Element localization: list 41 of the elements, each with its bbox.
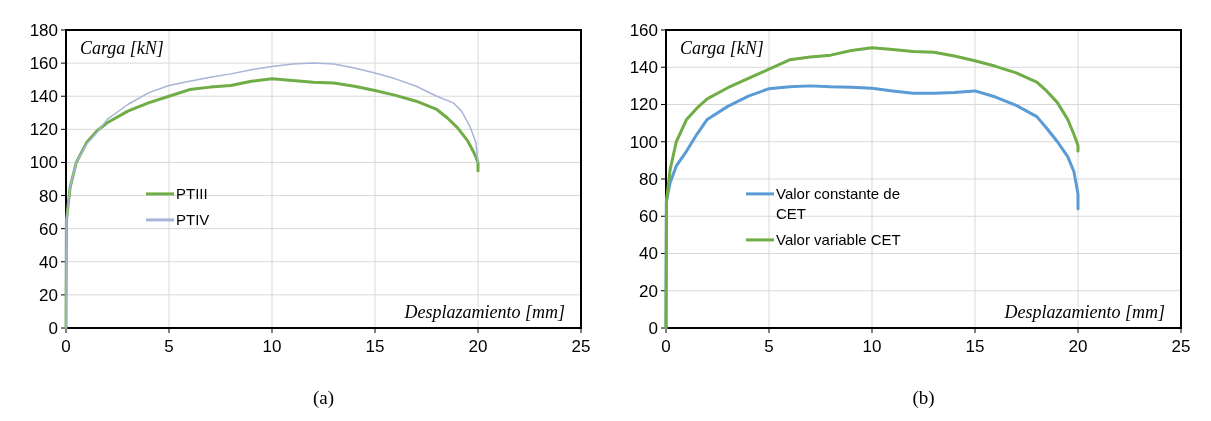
y-tick-label: 180 [29,20,58,40]
text: (a) [312,387,335,409]
x-axis-title: Desplazamiento [mm] [403,302,565,322]
y-tick-label: 60 [639,207,658,227]
text: (b) [912,387,935,409]
y-tick-label: 100 [29,153,58,173]
x-tick-label: 5 [164,337,174,356]
legend-label: Valor variable CET [776,231,901,249]
x-tick-label: 10 [862,337,882,356]
y-tick-label: 80 [39,186,58,206]
y-tick-label: 40 [39,252,58,272]
y-tick-label: 100 [629,132,658,152]
y-tick-label: 140 [29,87,58,107]
x-tick-label: 15 [965,337,985,356]
y-tick-label: 120 [29,120,58,140]
y-axis-title: Carga [kN] [80,38,164,58]
x-tick-label: 0 [61,337,71,356]
legend-label: PTIV [176,211,210,229]
x-tick-label: 25 [1171,337,1191,356]
y-tick-label: 60 [39,219,58,239]
y-tick-label: 0 [648,318,658,338]
y-tick-label: 0 [48,318,58,338]
x-tick-label: 5 [764,337,774,356]
x-tick-label: 0 [661,337,671,356]
y-axis-title: Carga [kN] [680,38,764,58]
x-tick-label: 15 [365,337,385,356]
y-tick-label: 140 [629,58,658,78]
legend-label: PTIII [176,185,208,203]
y-tick-label: 20 [39,285,58,305]
y-tick-label: 160 [629,20,658,40]
x-tick-label: 25 [571,337,591,356]
x-tick-label: 10 [262,337,282,356]
y-tick-label: 40 [639,244,658,264]
y-tick-label: 120 [629,95,658,115]
x-tick-label: 20 [1068,337,1088,356]
x-axis-title: Desplazamiento [mm] [1003,302,1165,322]
x-tick-label: 20 [468,337,488,356]
legend-label: Valor constante de CET [776,185,900,223]
y-tick-label: 80 [639,169,658,189]
y-tick-label: 160 [29,54,58,74]
y-tick-label: 20 [639,281,658,301]
